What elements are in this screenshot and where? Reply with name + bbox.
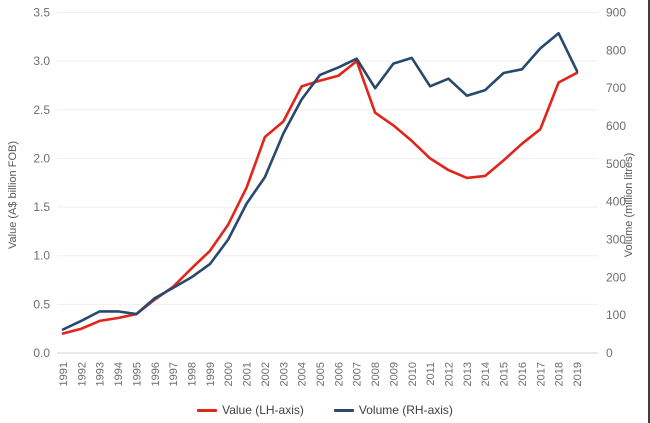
right-axis-tick: 200 [606, 270, 626, 284]
right-axis-tick: 900 [606, 6, 626, 20]
x-axis-tick: 2002 [260, 362, 272, 386]
right-axis-tick: 100 [606, 308, 626, 322]
x-axis-tick: 2000 [223, 362, 235, 386]
x-axis-tick: 2010 [407, 362, 419, 386]
x-axis-tick: 2007 [352, 362, 364, 386]
x-axis-tick: 2013 [462, 362, 474, 386]
legend-item-value: Value (LH-axis) [197, 403, 304, 417]
left-axis-tick: 2.0 [33, 151, 50, 165]
x-axis-tick: 2016 [517, 362, 529, 386]
x-axis-tick: 1998 [187, 362, 199, 386]
x-axis-tick: 2004 [297, 362, 309, 386]
right-axis-tick: 400 [606, 195, 626, 209]
left-axis-tick: 1.0 [33, 249, 50, 263]
right-axis-tick: 0 [606, 346, 613, 360]
x-axis-tick: 1991 [58, 362, 70, 386]
x-axis-tick: 2005 [315, 362, 327, 386]
right-axis-tick: 500 [606, 157, 626, 171]
right-axis-tick: 800 [606, 43, 626, 57]
x-axis-tick: 2014 [480, 362, 492, 386]
right-axis-tick: 700 [606, 81, 626, 95]
x-axis-tick: 1999 [205, 362, 217, 386]
left-axis-title: Value (A$ billion FOB) [7, 140, 19, 250]
x-axis-tick: 2017 [535, 362, 547, 386]
left-axis-tick: 2.5 [33, 103, 50, 117]
legend-label-volume: Volume (RH-axis) [358, 403, 453, 417]
screenshot-right-edge [648, 0, 650, 423]
x-axis-tick: 2012 [444, 362, 456, 386]
left-axis-tick: 3.5 [33, 6, 50, 20]
legend: Value (LH-axis) Volume (RH-axis) [0, 403, 650, 417]
right-axis-title: Volume (million litres) [623, 152, 635, 258]
x-axis-tick: 2011 [425, 362, 437, 386]
x-axis-tick: 1992 [76, 362, 88, 386]
x-axis-tick: 2015 [499, 362, 511, 386]
left-axis-tick: 1.5 [33, 200, 50, 214]
x-axis-tick: 2018 [554, 362, 566, 386]
x-axis-tick: 2019 [572, 362, 584, 386]
value-line-swatch [197, 408, 218, 412]
x-axis-tick: 1996 [150, 362, 162, 386]
volume-line-swatch [333, 408, 354, 412]
x-axis-tick: 2003 [278, 362, 290, 386]
x-axis-tick: 2009 [388, 362, 400, 386]
x-axis-tick: 2001 [242, 362, 254, 386]
volume-line [61, 31, 579, 331]
x-axis-tick: 2008 [370, 362, 382, 386]
left-axis-tick: 0.5 [33, 297, 50, 311]
left-axis-tick: 3.0 [33, 54, 50, 68]
left-axis-tick: 0.0 [33, 346, 50, 360]
legend-item-volume: Volume (RH-axis) [333, 403, 453, 417]
x-axis-tick: 1995 [131, 362, 143, 386]
legend-label-value: Value (LH-axis) [222, 403, 304, 417]
right-axis-tick: 600 [606, 119, 626, 133]
x-axis-tick: 1993 [95, 362, 107, 386]
right-axis-tick: 300 [606, 233, 626, 247]
x-axis-tick: 1997 [168, 362, 180, 386]
x-axis-tick: 1994 [113, 362, 125, 386]
value-line [61, 59, 579, 335]
x-axis-tick: 2006 [333, 362, 345, 386]
